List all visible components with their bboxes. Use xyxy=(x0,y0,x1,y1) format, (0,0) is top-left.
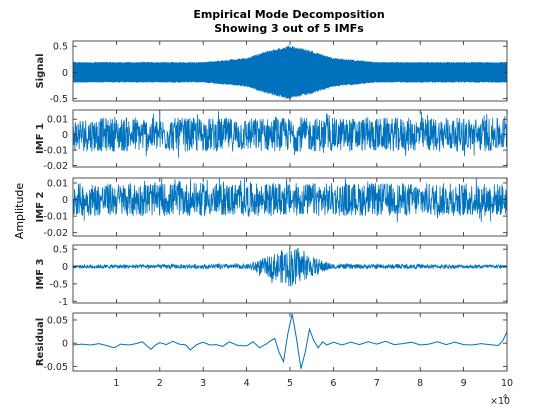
y-tick-label: 0.01 xyxy=(47,115,68,126)
series-line xyxy=(73,45,507,100)
x-tick-label: 5 xyxy=(287,378,293,389)
x-tick-label: 7 xyxy=(374,378,380,389)
panel-label: Residual xyxy=(35,318,46,366)
y-tick-label: 0.05 xyxy=(47,315,68,326)
panel-label: IMF 3 xyxy=(35,258,46,289)
x-tick-label: 3 xyxy=(200,378,206,389)
x-tick-label: 10 xyxy=(501,378,513,389)
x-tick-label: 1 xyxy=(113,378,119,389)
series-line xyxy=(73,313,507,369)
chart-subtitle: Showing 3 out of 5 IMFs xyxy=(214,22,364,35)
panel-label: IMF 2 xyxy=(35,191,46,222)
y-tick-label: -1 xyxy=(59,297,68,308)
axes-box xyxy=(72,109,508,168)
x-tick-label: 9 xyxy=(461,378,467,389)
y-tick-label: -0.5 xyxy=(49,279,68,290)
y-tick-label: -0.05 xyxy=(43,362,68,373)
series-line xyxy=(73,247,507,287)
x-tick-label: 4 xyxy=(244,378,250,389)
y-tick-label: 0 xyxy=(62,68,68,79)
x-tick-label: 8 xyxy=(417,378,423,389)
chart-title: Empirical Mode Decomposition xyxy=(193,8,384,21)
y-tick-label: -0.02 xyxy=(43,161,68,172)
panel-residual: 0.05 0 -0.05 1 2 3 4 5 6 7 8 9 10 Residual xyxy=(35,312,513,389)
y-tick-label: 0.01 xyxy=(47,178,68,189)
y-tick-label: -0.01 xyxy=(43,146,68,157)
y-tick-label: -0.01 xyxy=(43,212,68,223)
y-tick-label: 0 xyxy=(62,339,68,350)
x-exponent-label: ×10 xyxy=(490,396,510,407)
x-tick-label: 2 xyxy=(157,378,163,389)
series-line xyxy=(73,111,507,158)
y-tick-label: 0 xyxy=(62,195,68,206)
y-tick-label: 0 xyxy=(62,130,68,141)
x-exponent-power: 4 xyxy=(503,393,508,401)
panel-imf-1: 0.01 0 -0.01 -0.02 IMF 1 xyxy=(35,109,508,172)
y-tick-label: -0.5 xyxy=(49,94,68,105)
panel-imf-2: 0.01 0 -0.01 -0.02 IMF 2 xyxy=(35,177,508,239)
y-tick-label: 0 xyxy=(62,262,68,273)
x-tick-label: 6 xyxy=(330,378,336,389)
panel-imf-3: 0.5 0 -0.5 -1 IMF 3 xyxy=(35,244,508,308)
panel-label: IMF 1 xyxy=(35,123,46,154)
y-tick-label: -0.02 xyxy=(43,228,68,239)
y-tick-label: 0.5 xyxy=(53,245,68,256)
y-axis-label: Amplitude xyxy=(13,183,26,240)
y-tick-label: 0.5 xyxy=(53,42,68,53)
series-line xyxy=(73,178,507,223)
panel-label: Signal xyxy=(35,53,46,88)
